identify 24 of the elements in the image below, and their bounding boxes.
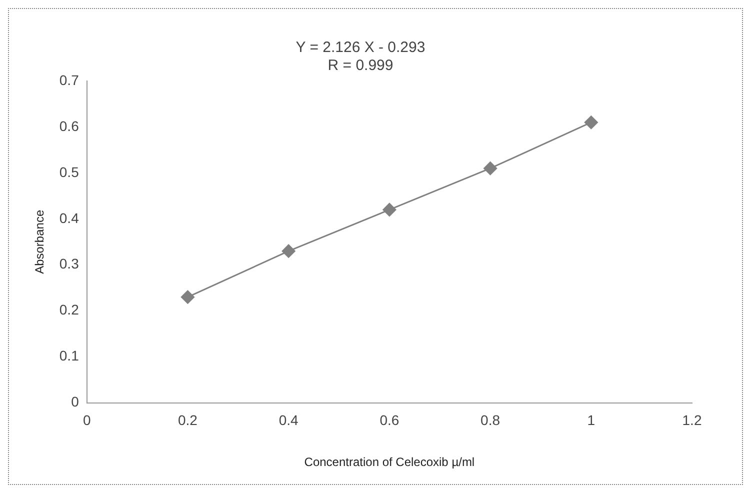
y-tick-label: 0.6 <box>59 118 80 134</box>
y-tick-label: 0.7 <box>59 72 80 88</box>
y-tick-label: 0 <box>71 394 80 410</box>
point <box>584 116 598 130</box>
y-tick-label: 0.3 <box>59 256 80 272</box>
x-tick-label: 0.2 <box>178 412 198 428</box>
x-tick-label: 0.4 <box>278 412 299 428</box>
x-tick-label: 1.2 <box>682 412 702 428</box>
y-tick-label: 0.4 <box>59 210 80 226</box>
point <box>484 162 498 176</box>
x-tick-label: 0 <box>82 412 91 428</box>
point <box>382 202 396 216</box>
x-tick-label: 0.6 <box>380 412 400 428</box>
y-tick-label: 0.2 <box>59 302 80 318</box>
x-tick-label: 0.8 <box>480 412 500 428</box>
text: Y = 2.126 X - 0.293 <box>296 39 426 56</box>
x-tick-label: 1 <box>587 412 596 428</box>
y-tick-label: 0.5 <box>59 164 80 180</box>
y-tick-label: 0.1 <box>59 348 80 364</box>
text: R = 0.999 <box>328 57 394 74</box>
point <box>180 290 194 304</box>
x-axis-title: Concentration of Celecoxib µ/ml <box>304 455 475 470</box>
point <box>282 244 296 258</box>
y-axis-title: Absorbance <box>32 210 47 274</box>
